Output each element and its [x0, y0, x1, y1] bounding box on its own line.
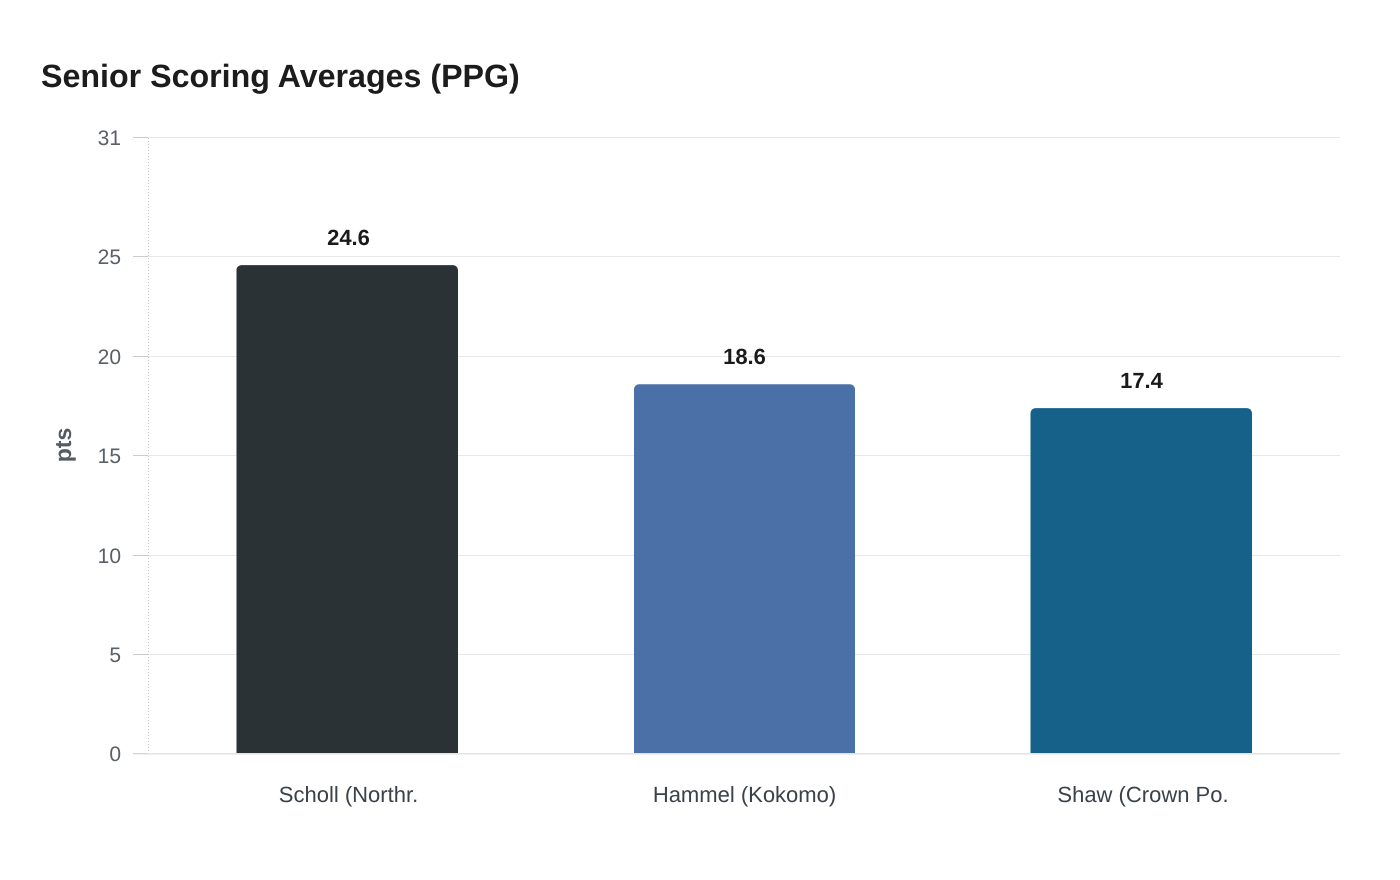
svg-text:20: 20	[98, 346, 121, 369]
svg-text:pts: pts	[50, 428, 76, 463]
svg-text:25: 25	[98, 246, 121, 269]
svg-text:Shaw (Crown Po.: Shaw (Crown Po.	[1057, 782, 1228, 807]
svg-text:Scholl (Northr.: Scholl (Northr.	[279, 782, 418, 807]
svg-text:0: 0	[109, 743, 121, 766]
svg-text:18.6: 18.6	[723, 344, 766, 369]
svg-text:17.4: 17.4	[1120, 368, 1164, 393]
svg-text:Senior Scoring Averages (PPG): Senior Scoring Averages (PPG)	[41, 58, 520, 94]
svg-text:15: 15	[98, 445, 121, 468]
svg-text:24.6: 24.6	[327, 225, 370, 250]
svg-text:5: 5	[109, 644, 121, 667]
svg-text:31: 31	[98, 127, 121, 150]
svg-text:10: 10	[98, 545, 121, 568]
svg-text:Hammel (Kokomo): Hammel (Kokomo)	[653, 782, 836, 807]
